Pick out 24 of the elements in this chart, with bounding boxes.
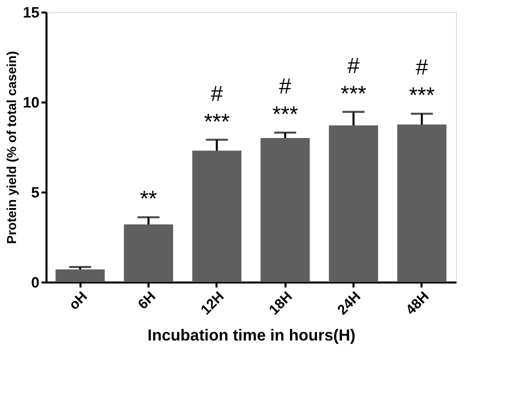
x-tick-label: oH xyxy=(66,288,90,313)
x-tick-label: 48H xyxy=(402,288,432,318)
bar xyxy=(260,138,310,282)
annotation: # xyxy=(210,80,224,106)
annotation: *** xyxy=(408,82,436,108)
annotation: *** xyxy=(272,102,298,127)
annotation: *** xyxy=(204,108,230,134)
annotation: # xyxy=(416,54,429,80)
y-tick-label: 0 xyxy=(31,274,40,292)
annotation: *** xyxy=(340,80,367,106)
bar xyxy=(124,224,174,282)
bar xyxy=(56,269,105,282)
annotation: # xyxy=(347,52,360,78)
bar xyxy=(397,124,446,282)
y-tick-label: 15 xyxy=(22,4,40,22)
annotation: ** xyxy=(140,186,158,212)
x-tick-label: 6H xyxy=(134,288,158,312)
annotation: # xyxy=(279,74,292,99)
x-axis-title: Incubation time in hours(H) xyxy=(148,328,356,345)
bar xyxy=(328,125,378,282)
y-tick-label: 10 xyxy=(22,94,40,112)
y-tick-label: 5 xyxy=(31,184,40,202)
bar xyxy=(192,150,242,282)
y-axis-title: Protein yield (% of total casein) xyxy=(4,51,19,244)
